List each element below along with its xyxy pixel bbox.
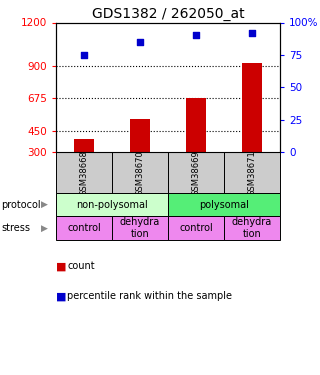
Bar (112, 152, 168, 193)
Point (81, 52, 86, 58)
Text: ▶: ▶ (41, 200, 48, 209)
Text: ■: ■ (56, 261, 67, 271)
Title: GDS1382 / 262050_at: GDS1382 / 262050_at (92, 8, 244, 21)
Text: control: control (179, 223, 213, 233)
Point (250, 30, 255, 36)
Bar (224, 152, 280, 193)
Bar (168, 193, 280, 216)
Text: control: control (67, 223, 101, 233)
Text: protocol: protocol (2, 200, 41, 210)
Bar (130, 119, 150, 152)
Bar (168, 216, 224, 240)
Bar (112, 216, 168, 240)
Text: ■: ■ (56, 291, 67, 301)
Text: dehydra
tion: dehydra tion (232, 217, 272, 239)
Bar (242, 63, 262, 152)
Bar (56, 193, 168, 216)
Text: count: count (67, 261, 95, 271)
Text: dehydra
tion: dehydra tion (120, 217, 160, 239)
Bar (186, 98, 206, 152)
Bar (168, 152, 224, 193)
Bar (224, 216, 280, 240)
Text: percentile rank within the sample: percentile rank within the sample (67, 291, 232, 301)
Bar (74, 140, 94, 152)
Point (193, 33, 198, 39)
Bar (56, 216, 112, 240)
Text: stress: stress (2, 223, 31, 233)
Text: GSM38669: GSM38669 (191, 150, 201, 195)
Bar (56, 152, 112, 193)
Text: non-polysomal: non-polysomal (76, 200, 148, 210)
Text: GSM38670: GSM38670 (135, 150, 145, 195)
Text: GSM38671: GSM38671 (247, 150, 257, 195)
Text: GSM38668: GSM38668 (79, 150, 89, 196)
Point (138, 39, 143, 45)
Text: ▶: ▶ (41, 224, 48, 233)
Text: polysomal: polysomal (199, 200, 249, 210)
